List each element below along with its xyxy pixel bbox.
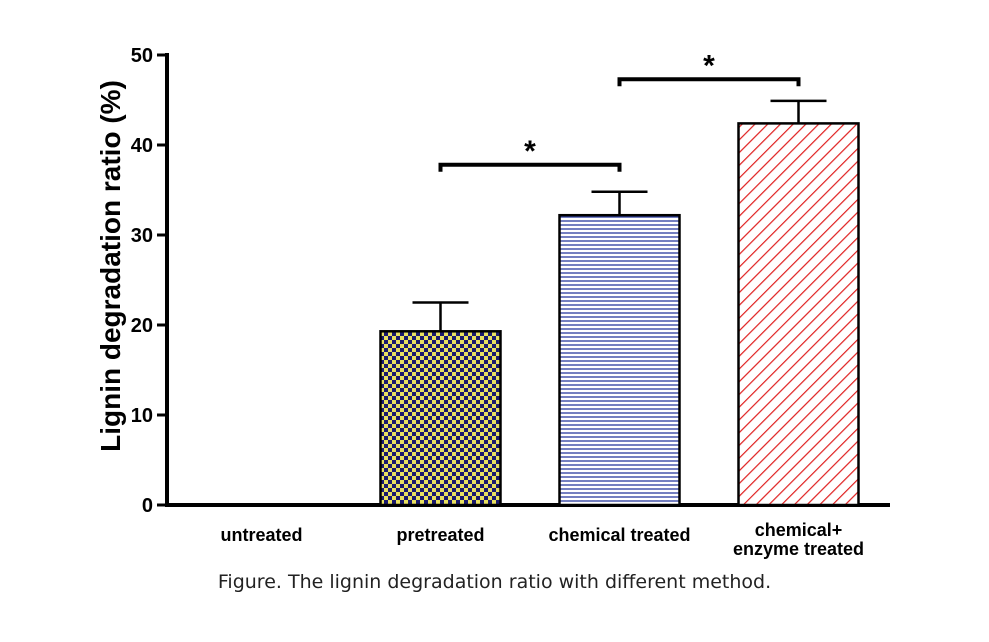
y-tick-label: 40 [131,135,153,157]
significance-bracket-2 [617,77,801,87]
y-axis-label: Lignin degradation ratio (%) [95,80,126,452]
figure-caption: Figure. The lignin degradation ratio wit… [217,571,772,593]
bar-4 [737,122,860,507]
bar-2 [379,330,502,507]
significance-bracket-1 [438,162,622,172]
y-tick-label: 20 [131,315,153,337]
y-tick-label: 50 [131,45,153,67]
bar-3 [558,213,681,507]
y-tick-label: 10 [131,405,153,427]
x-category-label: chemical treated [548,525,690,545]
significance-star-1: * [524,135,536,168]
y-tick-label: 0 [142,495,153,517]
x-category-label: untreated [220,525,302,545]
x-category-label: pretreated [396,525,484,545]
y-tick-label: 30 [131,225,153,247]
x-category-label: chemical+ enzyme treated [733,520,864,559]
significance-star-2: * [703,49,715,82]
